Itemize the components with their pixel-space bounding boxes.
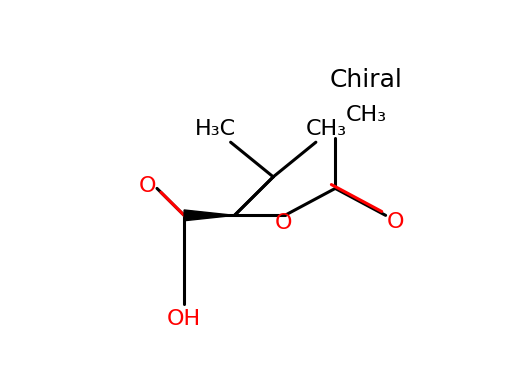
Polygon shape xyxy=(184,210,234,221)
Text: H₃C: H₃C xyxy=(195,119,236,139)
Text: O: O xyxy=(387,211,404,231)
Text: O: O xyxy=(274,213,292,233)
Text: OH: OH xyxy=(167,309,201,329)
Text: CH₃: CH₃ xyxy=(305,119,347,139)
Text: CH₃: CH₃ xyxy=(346,105,387,125)
Text: O: O xyxy=(139,176,157,196)
Text: Chiral: Chiral xyxy=(330,67,402,92)
